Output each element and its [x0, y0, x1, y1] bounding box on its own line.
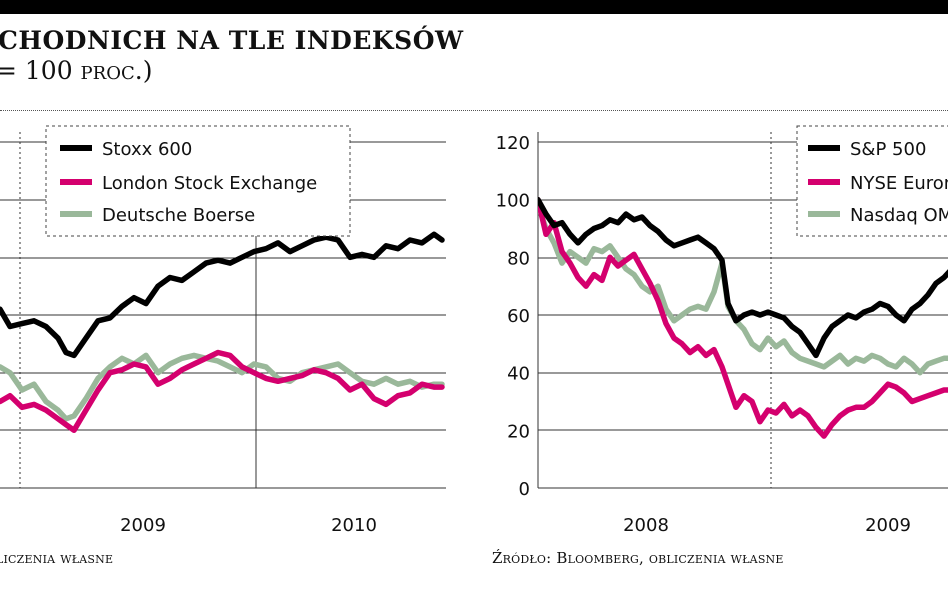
legend-label: Nasdaq OMX — [850, 205, 948, 226]
x-tick-label: 2009 — [865, 515, 911, 536]
source-note-left: liczenia własne — [0, 549, 114, 567]
series-line-s-p-500 — [538, 196, 948, 359]
chart-panel-2: 0 20 40 60 80 100 120 2008 2009 S&P 500 NYSE Euro n… — [496, 125, 948, 536]
legend-label: Deutsche Boerse — [102, 205, 255, 226]
figure-subtitle: = 100 proc.) — [0, 56, 153, 85]
y-tick-label: 60 — [507, 306, 530, 327]
title-separator — [0, 110, 948, 111]
series-line-deutsche-boerse — [0, 352, 445, 422]
legend-label: London Stock Exchange — [102, 173, 317, 194]
legend-box — [45, 125, 351, 237]
y-tick-label: 120 — [496, 133, 530, 154]
y-tick-label: 40 — [507, 364, 530, 385]
x-tick-label: 2008 — [623, 515, 669, 536]
legend-label: Stoxx 600 — [102, 139, 192, 160]
y-tick-label: 80 — [507, 248, 530, 269]
y-tick-label: 100 — [496, 191, 530, 212]
figure-title: CHODNICH NA TLE INDEKSÓW — [0, 26, 464, 55]
top-black-bar — [0, 0, 948, 14]
source-note-right: Źródło: Bloomberg, obliczenia własne — [492, 549, 784, 567]
x-tick-label: 2010 — [331, 515, 377, 536]
y-tick-label: 0 — [519, 479, 530, 500]
series-line-london-stock-exchange — [0, 349, 445, 434]
legend-label: S&P 500 — [850, 139, 926, 160]
series-line-nyse-euronext — [538, 196, 948, 439]
x-tick-label: 2009 — [120, 515, 166, 536]
series-line-stoxx-600 — [0, 231, 445, 359]
y-tick-label: 20 — [507, 421, 530, 442]
series-line-nasdaq-omx — [538, 202, 948, 376]
legend-label: NYSE Euronext — [850, 173, 948, 194]
chart-panel-1: 2009 2010 Stoxx 600 London Stock Exchange De… — [0, 125, 446, 536]
